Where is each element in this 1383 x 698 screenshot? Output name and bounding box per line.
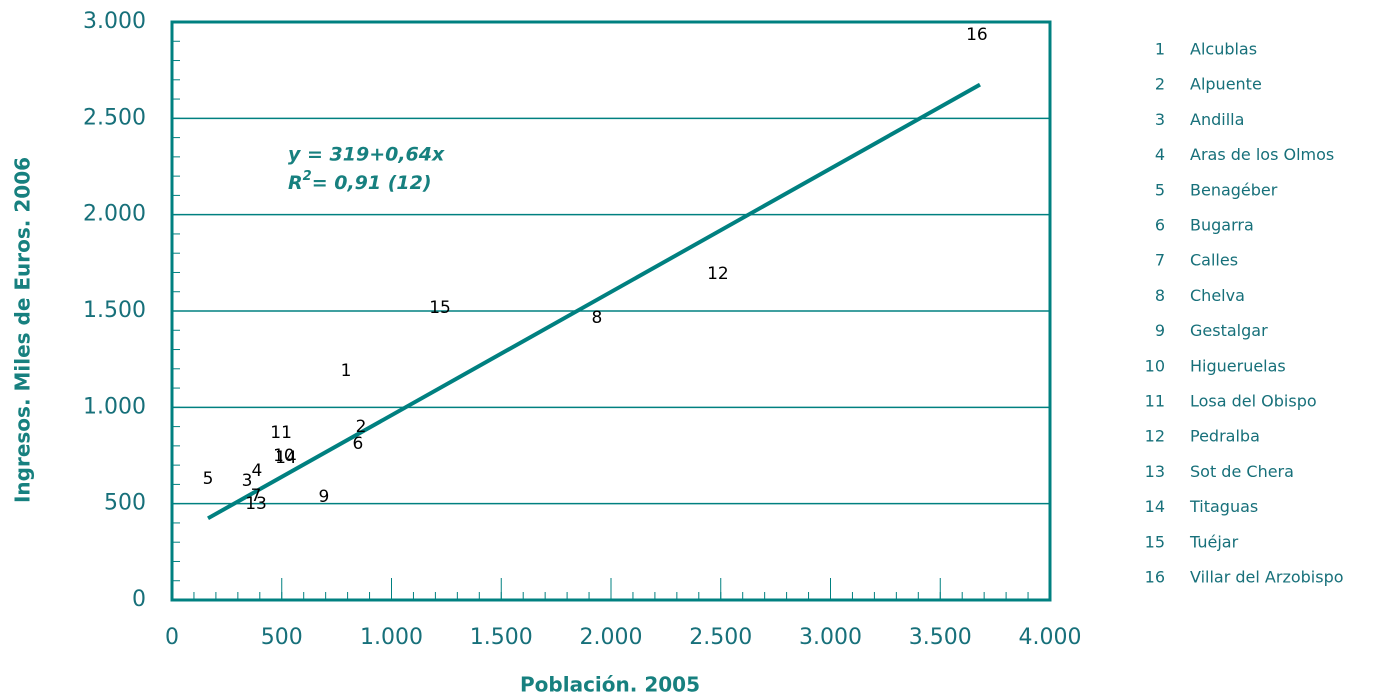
- r-power: 2: [303, 169, 312, 184]
- x-tick-label: 500: [261, 625, 303, 650]
- legend-name: Villar del Arzobispo: [1190, 568, 1344, 587]
- legend-name: Benagéber: [1190, 180, 1278, 199]
- legend-id: 12: [1145, 427, 1165, 446]
- legend-id: 3: [1155, 110, 1165, 129]
- y-axis-title: Ingresos. Miles de Euros. 2006: [11, 157, 35, 503]
- legend-name: Titaguas: [1189, 497, 1258, 516]
- legend-name: Calles: [1190, 251, 1238, 270]
- point-label: 11: [270, 423, 292, 443]
- x-axis-title: Población. 2005: [520, 673, 700, 697]
- r-text: = 0,91 (12): [312, 172, 432, 194]
- legend-id: 2: [1155, 75, 1165, 94]
- legend-name: Aras de los Olmos: [1190, 145, 1334, 164]
- y-tick-label: 1.000: [83, 394, 146, 419]
- legend-name: Pedralba: [1190, 427, 1260, 446]
- point-label: 14: [275, 448, 297, 468]
- trend-line: [207, 82, 981, 521]
- x-tick-label: 1.500: [470, 625, 533, 650]
- legend-id: 1: [1155, 40, 1165, 59]
- point-label: 2: [356, 417, 367, 437]
- legend-name: Sot de Chera: [1190, 462, 1294, 481]
- point-label: 9: [318, 487, 329, 507]
- legend-id: 9: [1155, 321, 1165, 340]
- legend-name: Chelva: [1190, 286, 1245, 305]
- legend-id: 15: [1145, 532, 1165, 551]
- x-tick-label: 0: [165, 625, 179, 650]
- r-squared: R2= 0,91 (12): [288, 169, 432, 194]
- legend-id: 8: [1155, 286, 1165, 305]
- legend-id: 14: [1145, 497, 1165, 516]
- point-label: 13: [245, 494, 267, 514]
- legend-id: 6: [1155, 216, 1165, 235]
- point-label: 16: [966, 25, 988, 45]
- legend-id: 13: [1145, 462, 1165, 481]
- point-label: 4: [252, 461, 263, 481]
- legend-id: 4: [1155, 145, 1165, 164]
- point-label: 8: [592, 308, 603, 328]
- y-tick-label: 2.500: [83, 105, 146, 130]
- x-tick-label: 1.000: [360, 625, 423, 650]
- legend-name: Losa del Obispo: [1190, 392, 1317, 411]
- legend-name: Andilla: [1190, 110, 1244, 129]
- legend-id: 5: [1155, 180, 1165, 199]
- x-tick-label: 3.500: [909, 625, 972, 650]
- r-symbol: R: [288, 172, 303, 194]
- legend-id: 11: [1145, 392, 1165, 411]
- point-label: 5: [203, 469, 214, 489]
- y-tick-label: 500: [104, 491, 146, 516]
- legend-name: Bugarra: [1190, 216, 1254, 235]
- point-label: 7: [251, 486, 262, 506]
- point-label: 12: [707, 264, 729, 284]
- point-label: 15: [429, 298, 451, 318]
- x-tick-label: 3.000: [799, 625, 862, 650]
- y-tick-label: 1.500: [83, 298, 146, 323]
- legend-id: 16: [1145, 568, 1165, 587]
- point-label: 3: [242, 471, 253, 491]
- legend-name: Gestalgar: [1190, 321, 1268, 340]
- legend-id: 10: [1145, 356, 1165, 375]
- y-tick-label: 0: [132, 587, 146, 612]
- y-tick-label: 3.000: [83, 9, 146, 34]
- legend-name: Alpuente: [1190, 75, 1262, 94]
- plot-frame: [170, 20, 1052, 602]
- legend-name: Tuéjar: [1189, 532, 1239, 551]
- legend-name: Higueruelas: [1190, 356, 1286, 375]
- legend-name: Alcublas: [1190, 40, 1257, 59]
- x-tick-label: 4.000: [1019, 625, 1082, 650]
- point-label: 6: [353, 434, 364, 454]
- x-tick-label: 2.000: [580, 625, 643, 650]
- point-label: 10: [273, 446, 295, 466]
- equation: y = 319+0,64x: [288, 144, 445, 166]
- y-tick-label: 2.000: [83, 202, 146, 227]
- point-label: 1: [341, 361, 352, 381]
- legend-id: 7: [1155, 251, 1165, 270]
- x-tick-label: 2.500: [689, 625, 752, 650]
